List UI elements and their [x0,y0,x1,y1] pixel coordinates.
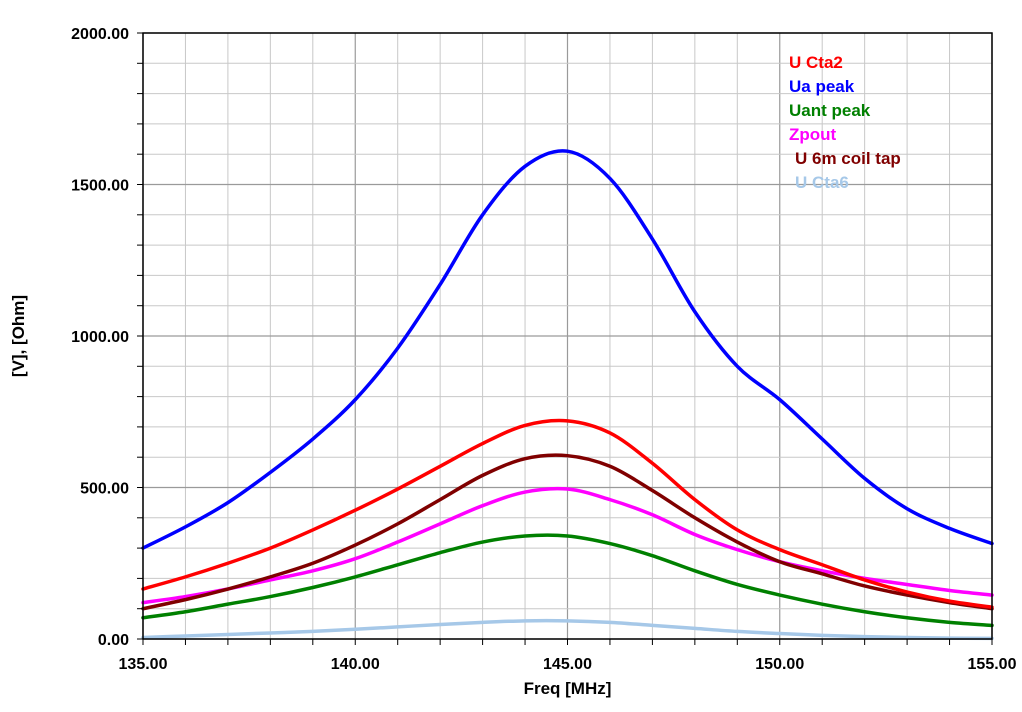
y-tick-label: 0.00 [98,632,129,649]
y-axis-title: [V], [Ohm] [9,295,28,377]
x-tick-label: 155.00 [968,656,1017,673]
legend-entry: U Cta2 [789,53,843,72]
y-tick-label: 2000.00 [71,26,129,43]
y-tick-label: 1000.00 [71,329,129,346]
legend-entry: Uant peak [789,101,871,120]
legend: U Cta2 Ua peak Uant peak Zpout U 6m coil tap… [789,53,901,192]
series-line-ua-peak [141,149,994,550]
x-tick-labels: 135.00 140.00 145.00 150.00 155.00 [119,639,1017,673]
x-tick-label: 145.00 [543,656,592,673]
x-tick-label: 150.00 [755,656,804,673]
legend-entry: U Cta6 [795,173,849,192]
series-line-uant-peak [141,533,994,628]
series-line-u-6m-coil-tap [141,453,994,611]
series-line-u-cta6 [141,618,994,641]
y-tick-label: 1500.00 [71,178,129,195]
legend-entry: Zpout [789,125,837,144]
x-axis-title: Freq [MHz] [524,679,612,698]
legend-entry: Ua peak [789,77,855,96]
series-line-u-cta2 [141,418,994,609]
series-lines [141,149,994,641]
x-tick-label: 140.00 [331,656,380,673]
x-tick-label: 135.00 [119,656,168,673]
legend-entry: U 6m coil tap [795,149,901,168]
y-tick-label: 500.00 [80,481,129,498]
y-tick-labels: 0.00 500.00 1000.00 1500.00 2000.00 [71,26,143,649]
